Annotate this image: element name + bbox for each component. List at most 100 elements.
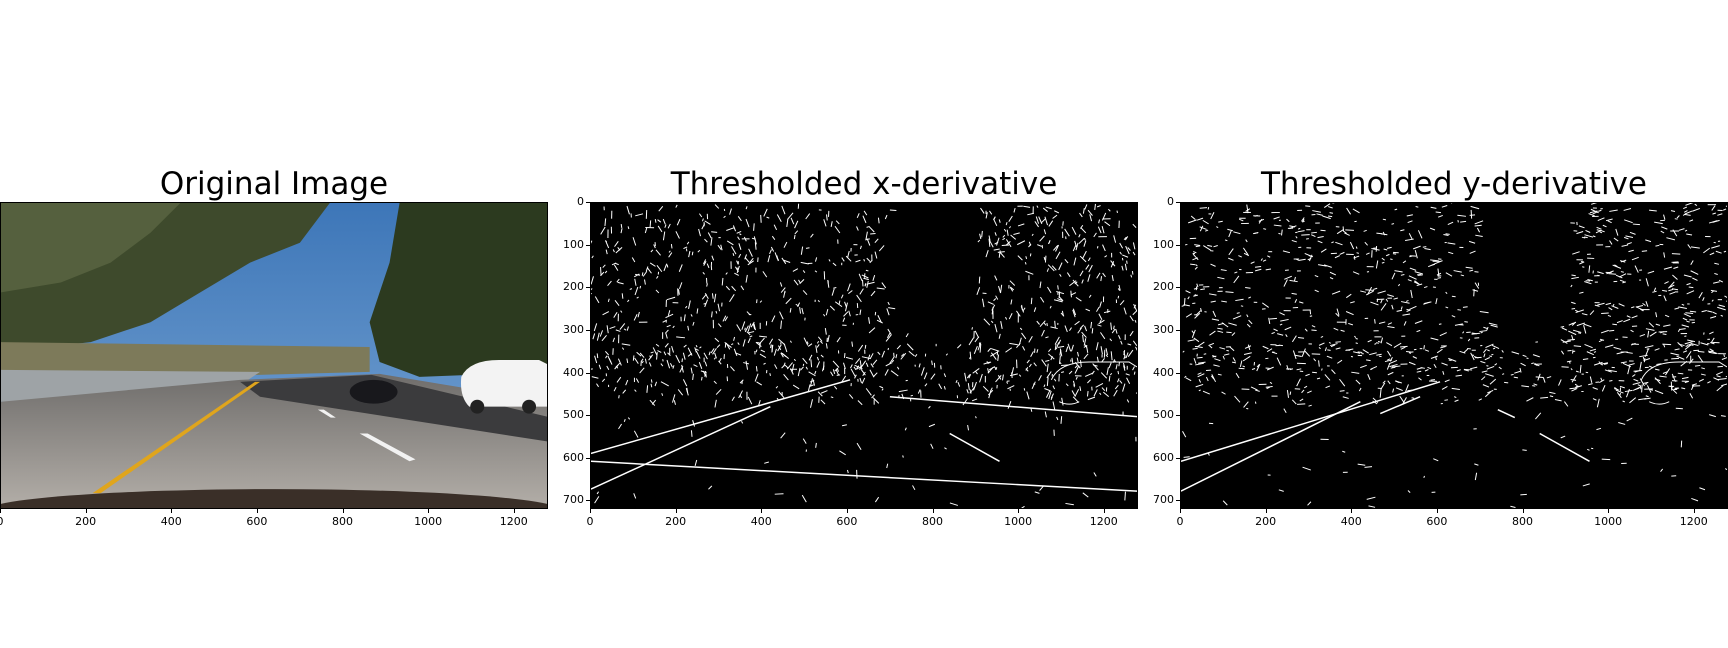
edge-stroke	[1422, 246, 1427, 248]
edge-stroke	[1113, 389, 1118, 397]
edge-stroke	[1010, 234, 1017, 240]
edge-stroke	[1645, 328, 1655, 331]
edge-stroke	[981, 298, 985, 308]
edge-stroke	[769, 373, 771, 376]
y-tick-mark	[586, 415, 590, 417]
edge-stroke	[1605, 302, 1612, 306]
edge-stroke	[1211, 318, 1220, 321]
edge-stroke	[1474, 220, 1484, 225]
edge-stroke	[1095, 382, 1104, 388]
edge-stroke	[703, 260, 707, 266]
edge-stroke	[1356, 252, 1359, 254]
edge-stroke	[878, 245, 885, 252]
edge-stroke	[1676, 355, 1685, 360]
edge-stroke	[711, 293, 714, 299]
edge-stroke	[737, 236, 740, 241]
edge-stroke	[976, 287, 981, 295]
edge-stroke	[835, 369, 840, 376]
edge-stroke	[626, 358, 629, 364]
edge-stroke	[1124, 491, 1126, 501]
edge-stroke	[627, 226, 630, 230]
edge-stroke	[1598, 361, 1603, 366]
edge-stroke	[979, 233, 982, 240]
edge-stroke	[1327, 215, 1333, 218]
edge-stroke	[1009, 342, 1018, 346]
edge-stroke	[1571, 276, 1579, 280]
edge-stroke	[1298, 258, 1306, 262]
edge-stroke	[1514, 370, 1521, 374]
edge-stroke	[1434, 260, 1443, 265]
edge-stroke	[1080, 227, 1087, 234]
edge-stroke	[1681, 324, 1690, 328]
edge-stroke	[736, 265, 740, 274]
edge-stroke	[1403, 321, 1407, 326]
edge-stroke	[1430, 355, 1438, 359]
edge-stroke	[1711, 245, 1720, 249]
edge-stroke	[754, 373, 759, 382]
edge-stroke	[1586, 351, 1594, 356]
edge-stroke	[1002, 374, 1004, 381]
edge-stroke	[1578, 225, 1585, 229]
edge-stroke	[810, 359, 813, 368]
edge-stroke	[1297, 230, 1305, 233]
edge-stroke	[1291, 335, 1297, 343]
edge-stroke	[1684, 229, 1688, 232]
edge-stroke	[1700, 342, 1709, 346]
edge-stroke	[1387, 325, 1395, 329]
edge-stroke	[1317, 240, 1323, 244]
edge-stroke	[1375, 342, 1379, 344]
edge-stroke	[1488, 322, 1498, 326]
edge-stroke	[1185, 290, 1191, 294]
edge-stroke	[1531, 362, 1535, 365]
edge-stroke	[1059, 273, 1062, 277]
edge-stroke	[1064, 228, 1070, 237]
edge-stroke	[1318, 264, 1327, 267]
edge-stroke	[1677, 342, 1683, 348]
edge-stroke	[944, 447, 947, 450]
edge-stroke	[834, 367, 839, 372]
edge-stroke	[714, 399, 717, 408]
edge-stroke	[1335, 241, 1343, 246]
edge-stroke	[1430, 206, 1437, 209]
edge-stroke	[1418, 377, 1422, 381]
edge-stroke	[1132, 340, 1137, 347]
edge-stroke	[1394, 380, 1400, 384]
edge-stroke	[623, 419, 626, 422]
edge-stroke	[870, 290, 876, 297]
edge-stroke	[879, 385, 884, 389]
edge-stroke	[1326, 355, 1333, 359]
edge-stroke	[673, 400, 676, 405]
edge-stroke	[1469, 250, 1476, 254]
edge-stroke	[1663, 295, 1667, 302]
edge-stroke	[868, 226, 875, 233]
edge-stroke	[799, 307, 802, 314]
edge-stroke	[1077, 327, 1082, 334]
edge-stroke	[1707, 380, 1711, 384]
edge-stroke	[1127, 247, 1131, 251]
edge-stroke	[1376, 353, 1382, 356]
edge-stroke	[1193, 337, 1200, 343]
edge-stroke	[753, 236, 757, 245]
edge-stroke	[1353, 351, 1361, 354]
edge-stroke	[1713, 281, 1720, 284]
edge-stroke	[698, 228, 701, 237]
edge-stroke	[1255, 268, 1262, 272]
edge-stroke	[1199, 207, 1208, 209]
edge-stroke	[1533, 383, 1538, 386]
edge-stroke	[847, 283, 851, 292]
edge-stroke	[814, 370, 817, 375]
edge-stroke	[1370, 365, 1378, 370]
edge-stroke	[857, 344, 864, 352]
edge-stroke	[745, 274, 748, 283]
edge-stroke	[1117, 295, 1120, 299]
edge-stroke	[1395, 387, 1403, 392]
edge-stroke	[1084, 204, 1088, 210]
edge-stroke	[1715, 250, 1722, 254]
edge-stroke	[1455, 374, 1463, 377]
edge-stroke	[644, 279, 646, 285]
edge-stroke	[1093, 472, 1097, 477]
edge-stroke	[1592, 398, 1597, 401]
edge-stroke	[745, 360, 749, 370]
edge-stroke	[755, 349, 758, 353]
edge-stroke	[1645, 278, 1649, 287]
